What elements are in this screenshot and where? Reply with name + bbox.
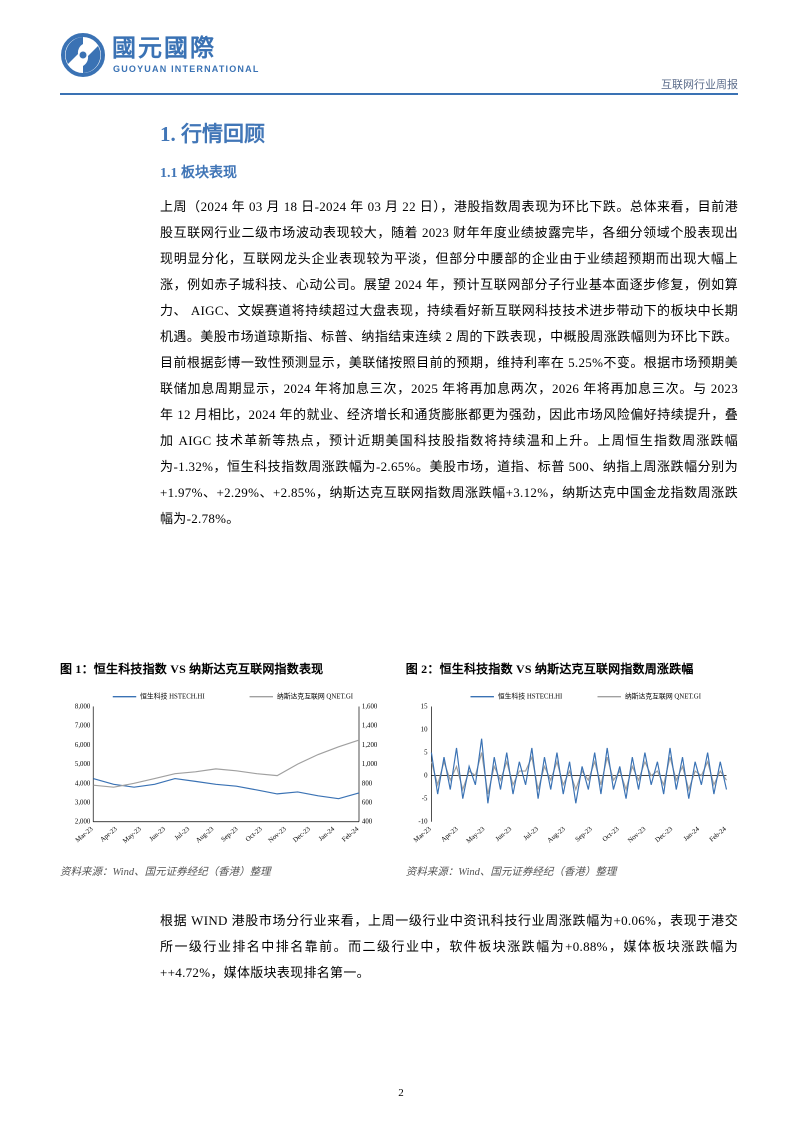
svg-text:Jun-23: Jun-23 <box>494 825 513 843</box>
svg-text:Jun-23: Jun-23 <box>148 825 167 843</box>
svg-text:Dec-23: Dec-23 <box>292 825 312 844</box>
svg-text:-10: -10 <box>418 819 428 826</box>
chart-2-source: 资料来源：Wind、国元证券经纪（香港）整理 <box>406 864 738 879</box>
section-title: 1. 行情回顾 <box>160 118 738 148</box>
subsection-title: 1.1 板块表现 <box>160 162 738 182</box>
chart-2-column: 图 2：恒生科技指数 VS 纳斯达克互联网指数周涨跌幅 -10 -5 0 5 10 15 M… <box>406 660 738 879</box>
svg-text:1,200: 1,200 <box>362 742 378 749</box>
svg-text:Feb-24: Feb-24 <box>708 825 728 843</box>
page: 國元國際 GUOYUAN INTERNATIONAL 互联网行业周报 1. 行情… <box>0 0 802 1133</box>
svg-text:國元國際: 國元國際 <box>112 35 216 62</box>
svg-text:Jan-24: Jan-24 <box>318 825 337 842</box>
svg-text:Aug-23: Aug-23 <box>546 825 567 844</box>
svg-text:恒生科技 HSTECH.HI: 恒生科技 HSTECH.HI <box>498 692 563 701</box>
svg-text:0: 0 <box>424 773 428 780</box>
svg-text:5: 5 <box>424 750 428 757</box>
svg-text:Oct-23: Oct-23 <box>601 825 620 843</box>
svg-text:Apr-23: Apr-23 <box>99 825 119 843</box>
paragraph-2: 根据 WIND 港股市场分行业来看，上周一级行业中资讯科技行业周涨跌幅为+0.0… <box>160 908 738 986</box>
report-type-label: 互联网行业周报 <box>661 76 738 92</box>
svg-text:2,000: 2,000 <box>75 819 91 826</box>
svg-text:7,000: 7,000 <box>75 723 91 730</box>
svg-text:May-23: May-23 <box>122 825 144 845</box>
svg-text:3,000: 3,000 <box>75 799 91 806</box>
svg-text:Oct-23: Oct-23 <box>245 825 264 843</box>
svg-text:纳斯达克互联网 QNET.GI: 纳斯达克互联网 QNET.GI <box>625 692 702 701</box>
svg-text:Dec-23: Dec-23 <box>654 825 674 844</box>
svg-text:5,000: 5,000 <box>75 761 91 768</box>
svg-text:800: 800 <box>362 780 373 787</box>
svg-text:6,000: 6,000 <box>75 742 91 749</box>
svg-text:GUOYUAN INTERNATIONAL: GUOYUAN INTERNATIONAL <box>113 64 260 74</box>
charts-row: 图 1：恒生科技指数 VS 纳斯达克互联网指数表现 2,000 3,000 4,00… <box>60 660 738 879</box>
chart-1-column: 图 1：恒生科技指数 VS 纳斯达克互联网指数表现 2,000 3,000 4,00… <box>60 660 392 879</box>
svg-text:1,600: 1,600 <box>362 703 378 710</box>
svg-text:Sep-23: Sep-23 <box>574 825 594 843</box>
chart-2-title: 图 2：恒生科技指数 VS 纳斯达克互联网指数周涨跌幅 <box>406 660 738 677</box>
svg-text:-5: -5 <box>422 796 428 803</box>
svg-text:Mar-23: Mar-23 <box>74 825 95 844</box>
svg-text:Nov-23: Nov-23 <box>267 825 288 844</box>
chart-1-title: 图 1：恒生科技指数 VS 纳斯达克互联网指数表现 <box>60 660 392 677</box>
svg-text:Sep-23: Sep-23 <box>220 825 240 843</box>
header-rule <box>60 93 738 95</box>
svg-text:600: 600 <box>362 799 373 806</box>
svg-text:Nov-23: Nov-23 <box>627 825 648 844</box>
svg-text:10: 10 <box>420 726 427 733</box>
svg-text:纳斯达克互联网 QNET.GI: 纳斯达克互联网 QNET.GI <box>277 692 354 701</box>
svg-text:Jul-23: Jul-23 <box>174 825 192 842</box>
svg-text:400: 400 <box>362 819 373 826</box>
svg-text:Mar-23: Mar-23 <box>412 825 433 844</box>
svg-text:15: 15 <box>420 703 427 710</box>
paragraph-1: 上周（2024 年 03 月 18 日-2024 年 03 月 22 日），港股… <box>160 194 738 532</box>
logo-svg: 國元國際 GUOYUAN INTERNATIONAL <box>60 32 290 78</box>
svg-text:1,400: 1,400 <box>362 723 378 730</box>
svg-text:Feb-24: Feb-24 <box>341 825 361 843</box>
chart-2: -10 -5 0 5 10 15 Mar-23 Apr-23 May-23 Jun-23 Jul-2… <box>406 683 738 853</box>
svg-text:May-23: May-23 <box>465 825 487 845</box>
svg-text:Jul-23: Jul-23 <box>522 825 540 842</box>
svg-text:Aug-23: Aug-23 <box>195 825 216 844</box>
svg-text:8,000: 8,000 <box>75 703 91 710</box>
chart-1: 2,000 3,000 4,000 5,000 6,000 7,000 8,000 400 60… <box>60 683 392 853</box>
main-content: 1. 行情回顾 1.1 板块表现 上周（2024 年 03 月 18 日-202… <box>160 118 738 542</box>
svg-text:恒生科技 HSTECH.HI: 恒生科技 HSTECH.HI <box>140 692 205 701</box>
svg-text:1,000: 1,000 <box>362 761 378 768</box>
svg-text:4,000: 4,000 <box>75 780 91 787</box>
svg-text:Apr-23: Apr-23 <box>440 825 460 843</box>
page-number: 2 <box>0 1087 802 1099</box>
company-logo: 國元國際 GUOYUAN INTERNATIONAL <box>60 32 290 78</box>
chart-1-source: 资料来源：Wind、国元证券经纪（香港）整理 <box>60 864 392 879</box>
svg-text:Jan-24: Jan-24 <box>682 825 701 842</box>
